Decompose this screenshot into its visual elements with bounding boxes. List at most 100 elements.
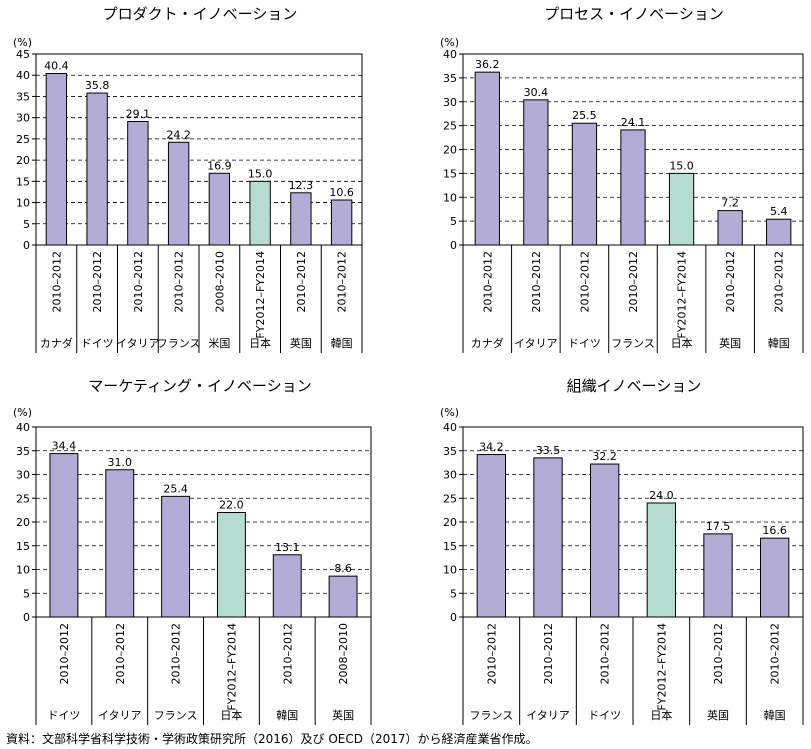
data-label: 25.5 — [572, 109, 597, 122]
y-tick-label: 30 — [443, 96, 457, 109]
bar-フランス — [161, 495, 191, 618]
y-axis-unit-label: (%) — [13, 406, 32, 419]
source-note: 資料：文部科学省科学技術・学術政策研究所（2016）及び OECD（2017）か… — [6, 732, 538, 746]
data-label: 15.0 — [669, 159, 694, 172]
period-label: 2010–2012 — [712, 623, 725, 685]
category-label: 日本 — [249, 336, 271, 350]
category-label: イタリア — [514, 337, 558, 350]
y-tick-label: 15 — [443, 167, 457, 180]
category-label: フランス — [611, 337, 655, 350]
period-label: 2010–2012 — [50, 251, 63, 313]
data-label: 7.2 — [721, 197, 739, 210]
y-axis-unit-label: (%) — [440, 36, 459, 49]
category-label: 日本 — [220, 708, 242, 722]
bar-カナダ — [45, 73, 68, 246]
bar-英国 — [328, 575, 358, 618]
bar-フランス — [476, 454, 506, 618]
bar-韓国 — [766, 218, 792, 246]
period-label: 2010–2012 — [295, 251, 308, 313]
period-label: 2010–2012 — [58, 623, 71, 685]
data-label: 29.1 — [126, 107, 151, 120]
bar-フランス — [167, 141, 190, 246]
category-label: ドイツ — [588, 709, 621, 722]
y-tick-label: 20 — [16, 154, 30, 167]
y-tick-label: 30 — [16, 112, 30, 125]
category-label: カナダ — [40, 336, 73, 350]
data-label: 8.6 — [334, 562, 352, 575]
period-label: 2010–2012 — [578, 251, 591, 313]
data-label: 25.4 — [163, 482, 188, 495]
period-label: 2010–2012 — [132, 251, 145, 313]
period-label: 2010–2012 — [627, 251, 640, 313]
y-tick-label: 35 — [16, 90, 30, 103]
category-label: 韓国 — [768, 337, 790, 350]
data-label: 16.6 — [762, 524, 787, 537]
category-label: 日本 — [671, 336, 693, 350]
period-label: 2010–2012 — [114, 623, 127, 685]
data-label: 16.9 — [207, 159, 232, 172]
bar-日本 — [216, 512, 246, 618]
bar-ドイツ — [571, 122, 598, 246]
bar-日本 — [249, 180, 271, 246]
period-label: FY2012–FY2014 — [655, 623, 668, 711]
bar-ドイツ — [86, 92, 108, 246]
y-tick-label: 5 — [23, 218, 30, 231]
data-label: 31.0 — [108, 456, 133, 469]
period-label: 2010–2012 — [769, 623, 782, 685]
bar-英国 — [717, 210, 743, 246]
category-label: フランス — [469, 709, 513, 722]
y-axis-unit-label: (%) — [13, 36, 32, 49]
y-tick-label: 0 — [450, 611, 457, 624]
y-tick-label: 25 — [443, 120, 457, 133]
period-label: 2010–2012 — [281, 623, 294, 685]
period-label: 2010–2012 — [599, 623, 612, 685]
category-label: 米国 — [208, 337, 230, 350]
bar-韓国 — [330, 199, 353, 246]
bar-イタリア — [523, 99, 549, 246]
chart-panel-1: プロダクト・イノベーション (%) 0 5 10 15 20 25 30 35 40 45 40.4 20… — [13, 5, 363, 353]
category-label: カナダ — [471, 336, 504, 350]
data-label: 13.1 — [275, 541, 300, 554]
period-label: 2010–2012 — [773, 251, 786, 313]
y-tick-label: 25 — [16, 492, 30, 505]
period-label: FY2012–FY2014 — [225, 623, 238, 711]
bar-イタリア — [127, 120, 149, 246]
chart-title: プロダクト・イノベーション — [103, 5, 298, 23]
chart-panel-3: マーケティング・イノベーション (%) 0 5 10 15 20 25 30 35 40 34.4 20… — [13, 377, 372, 725]
y-tick-label: 15 — [16, 540, 30, 553]
data-label: 34.4 — [52, 440, 77, 453]
y-tick-label: 20 — [443, 144, 457, 157]
bar-イタリア — [533, 457, 563, 618]
bar-ドイツ — [49, 453, 79, 618]
y-tick-label: 40 — [16, 421, 30, 434]
period-label: 2008–2010 — [213, 251, 226, 313]
y-tick-label: 10 — [443, 564, 457, 577]
y-tick-label: 10 — [16, 564, 30, 577]
y-tick-label: 20 — [443, 516, 457, 529]
data-label: 24.2 — [166, 128, 191, 141]
period-label: 2010–2012 — [91, 251, 104, 313]
data-label: 30.4 — [524, 86, 549, 99]
data-label: 17.5 — [706, 520, 731, 533]
period-label: FY2012–FY2014 — [676, 251, 689, 339]
period-label: 2010–2012 — [542, 623, 555, 685]
bar-英国 — [290, 192, 312, 246]
category-label: 韓国 — [764, 709, 786, 722]
chart-title: プロセス・イノベーション — [544, 5, 724, 23]
category-label: イタリア — [116, 337, 160, 350]
y-tick-label: 35 — [443, 72, 457, 85]
y-tick-label: 30 — [443, 469, 457, 482]
data-label: 12.3 — [289, 179, 314, 192]
y-tick-label: 35 — [443, 445, 457, 458]
chart-panel-2: プロセス・イノベーション (%) 0 5 10 15 20 25 30 35 40 36.2 2010–… — [440, 5, 804, 353]
data-label: 40.4 — [44, 60, 69, 73]
data-label: 22.0 — [219, 499, 244, 512]
y-tick-label: 20 — [16, 516, 30, 529]
category-label: ドイツ — [81, 337, 114, 350]
period-label: 2010–2012 — [481, 251, 494, 313]
data-label: 24.0 — [649, 489, 674, 502]
bar-イタリア — [105, 469, 135, 618]
bar-ドイツ — [590, 463, 620, 618]
chart-title: マーケティング・イノベーション — [88, 377, 312, 395]
category-label: 英国 — [707, 708, 729, 722]
